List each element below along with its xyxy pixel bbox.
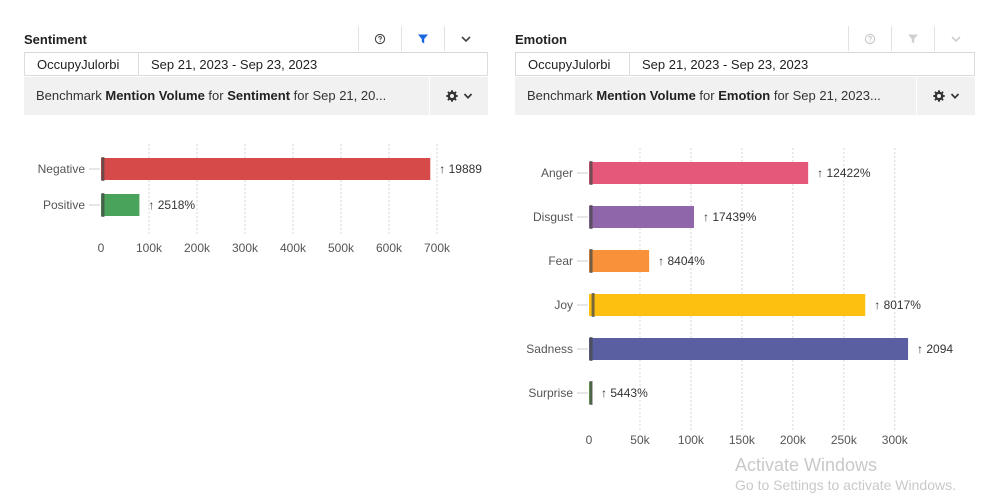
emotion-benchmark-bar: Benchmark Mention Volume for Emotion for… <box>515 77 975 115</box>
y-category-label: Anger <box>541 166 573 180</box>
sentiment-filter-button[interactable] <box>401 26 444 51</box>
bench-suffix: for Sep 21, 20... <box>290 88 387 103</box>
x-tick-label: 150k <box>729 433 756 447</box>
bar-fear[interactable] <box>589 250 650 272</box>
chevron-down-icon <box>951 35 961 42</box>
bench-suffix: for Sep 21, 2023... <box>770 88 881 103</box>
tab-date-range[interactable]: Sep 21, 2023 - Sep 23, 2023 <box>629 53 975 76</box>
x-tick-label: 200k <box>184 241 211 255</box>
sentiment-header: Sentiment <box>24 26 488 53</box>
x-tick-label: 0 <box>98 241 105 255</box>
benchmark-marker <box>589 337 593 361</box>
tab-brand[interactable]: OccupyJulorbi <box>515 53 630 76</box>
x-tick-label: 300k <box>232 241 259 255</box>
tab-brand[interactable]: OccupyJulorbi <box>24 53 139 76</box>
help-circle-icon <box>374 33 386 44</box>
bench-prefix: Benchmark <box>527 88 597 103</box>
x-tick-label: 0 <box>586 433 593 447</box>
x-tick-label: 100k <box>136 241 163 255</box>
emotion-tabs: OccupyJulorbi Sep 21, 2023 - Sep 23, 202… <box>515 53 975 77</box>
emotion-title: Emotion <box>515 32 567 47</box>
x-tick-label: 400k <box>280 241 307 255</box>
bar-sadness[interactable] <box>589 338 909 360</box>
sentiment-settings-button[interactable] <box>429 77 488 115</box>
bench-for: for <box>204 88 228 103</box>
data-label: ↑ 5443% <box>601 386 648 400</box>
bench-dimension: Emotion <box>718 88 771 103</box>
x-tick-label: 500k <box>328 241 355 255</box>
data-label: ↑ 12422% <box>817 166 871 180</box>
sentiment-benchmark-bar: Benchmark Mention Volume for Sentiment f… <box>24 77 488 115</box>
data-label: ↑ 2518% <box>148 198 195 212</box>
bench-metric: Mention Volume <box>596 88 696 103</box>
y-category-label: Disgust <box>533 210 574 224</box>
x-tick-label: 700k <box>424 241 451 255</box>
data-label: ↑ 8017% <box>874 298 921 312</box>
gear-icon <box>446 90 458 102</box>
y-category-label: Negative <box>38 162 86 176</box>
benchmark-marker <box>101 157 105 181</box>
filter-icon <box>908 34 918 43</box>
watermark-line2: Go to Settings to activate Windows. <box>735 477 956 493</box>
y-category-label: Joy <box>554 298 573 312</box>
watermark-line1: Activate Windows <box>735 455 878 475</box>
help-circle-icon <box>864 33 876 44</box>
x-tick-label: 250k <box>831 433 858 447</box>
bench-for: for <box>695 88 719 103</box>
x-tick-label: 100k <box>678 433 705 447</box>
x-tick-label: 300k <box>882 433 909 447</box>
sentiment-help-button[interactable] <box>358 26 401 51</box>
benchmark-marker <box>101 193 105 217</box>
filter-icon <box>418 34 428 43</box>
benchmark-marker <box>589 205 593 229</box>
gear-icon <box>933 90 945 102</box>
data-label: ↑ 19889 <box>439 162 482 176</box>
data-label: ↑ 17439% <box>703 210 757 224</box>
y-category-label: Positive <box>43 198 85 212</box>
sentiment-bar-chart: 0 100k 200k 300k 400k 500k 600k 700k Negative ↑ 1… <box>38 144 482 297</box>
y-category-label: Sadness <box>526 342 573 356</box>
x-tick-label: 600k <box>376 241 403 255</box>
bar-anger[interactable] <box>589 162 809 184</box>
sentiment-tabs: OccupyJulorbi Sep 21, 2023 - Sep 23, 202… <box>24 53 488 77</box>
benchmark-label: Benchmark Mention Volume for Sentiment f… <box>36 77 426 115</box>
emotion-bar-chart: 0 50k 100k 150k 200k 250k 300k Anger ↑ 12422% Dis… <box>526 148 953 489</box>
y-category-label: Surprise <box>528 386 573 400</box>
benchmark-marker <box>589 381 593 405</box>
bench-metric: Mention Volume <box>105 88 205 103</box>
data-label: ↑ 8404% <box>658 254 705 268</box>
bar-positive[interactable] <box>101 194 140 216</box>
data-label: ↑ 2094 <box>917 342 953 356</box>
sentiment-chart: 0 100k 200k 300k 400k 500k 600k 700k Negative ↑ 1… <box>24 140 488 297</box>
benchmark-marker <box>589 249 593 273</box>
sentiment-panel: Sentiment OccupyJulorbi Sep 21, 2023 - S… <box>24 26 488 297</box>
emotion-chart: 0 50k 100k 150k 200k 250k 300k Anger ↑ 12422% Dis… <box>515 140 975 489</box>
emotion-header: Emotion <box>515 26 975 53</box>
tab-date-range[interactable]: Sep 21, 2023 - Sep 23, 2023 <box>138 53 488 76</box>
x-tick-label: 50k <box>630 433 650 447</box>
activate-windows-watermark: Activate Windows Go to Settings to activ… <box>735 454 956 494</box>
emotion-more-button[interactable] <box>934 26 977 51</box>
bar-disgust[interactable] <box>589 206 694 228</box>
bar-joy[interactable] <box>589 294 866 316</box>
chevron-down-icon <box>463 93 473 100</box>
bar-negative[interactable] <box>101 158 431 180</box>
emotion-filter-button[interactable] <box>891 26 934 51</box>
bench-dimension: Sentiment <box>227 88 291 103</box>
sentiment-more-button[interactable] <box>444 26 487 51</box>
emotion-panel: Emotion OccupyJulorbi Sep 21, 2023 - Sep… <box>515 26 975 489</box>
chevron-down-icon <box>461 35 471 42</box>
emotion-help-button[interactable] <box>848 26 891 51</box>
emotion-settings-button[interactable] <box>916 77 975 115</box>
benchmark-label: Benchmark Mention Volume for Emotion for… <box>527 77 913 115</box>
bench-prefix: Benchmark <box>36 88 106 103</box>
benchmark-marker <box>589 161 593 185</box>
x-tick-label: 200k <box>780 433 807 447</box>
chevron-down-icon <box>950 93 960 100</box>
sentiment-title: Sentiment <box>24 32 87 47</box>
benchmark-marker <box>591 293 595 317</box>
y-category-label: Fear <box>548 254 573 268</box>
